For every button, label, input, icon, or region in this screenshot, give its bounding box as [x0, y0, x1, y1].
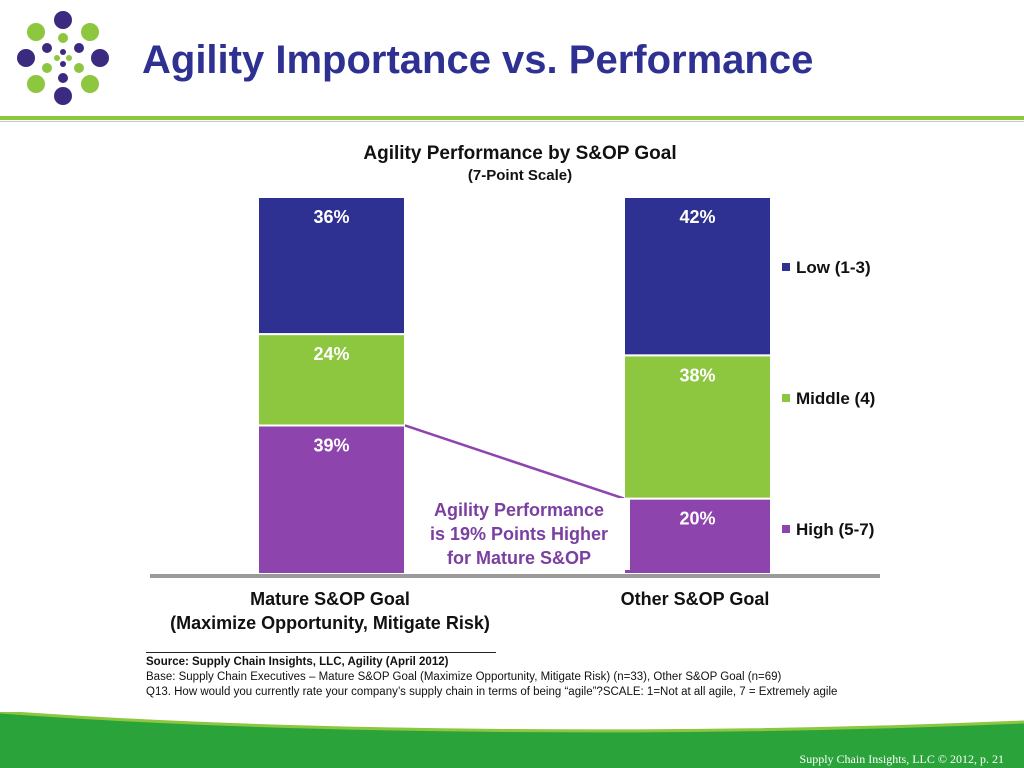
data-label: 42% [679, 207, 715, 227]
legend-label: High (5-7) [796, 520, 875, 539]
question-line: Q13. How would you currently rate your c… [146, 686, 838, 698]
legend-item-low: Low (1-3) [782, 258, 871, 278]
category-label-line: (Maximize Opportunity, Mitigate Risk) [170, 613, 490, 633]
title-divider [0, 116, 1024, 120]
chart-annotation: Agility Performance is 19% Points Higher… [408, 498, 630, 570]
data-label: 20% [679, 509, 715, 529]
title-divider-shadow [0, 121, 1024, 122]
chart-title: Agility Performance by S&OP Goal [363, 143, 677, 164]
footer-text: Supply Chain Insights, LLC © 2012, p. 21 [799, 752, 1004, 766]
source-line: Source: Supply Chain Insights, LLC, Agil… [146, 656, 449, 668]
category-label-mature: Mature S&OP Goal (Maximize Opportunity, … [130, 587, 530, 635]
data-label: 24% [313, 344, 349, 364]
source-divider [146, 652, 496, 653]
legend-label: Low (1-3) [796, 258, 871, 277]
data-label: 36% [313, 207, 349, 227]
data-label: 38% [679, 365, 715, 385]
annotation-line: for Mature S&OP [446, 548, 592, 568]
category-label-line: Other S&OP Goal [620, 589, 770, 609]
source-notes: Source: Supply Chain Insights, LLC, Agil… [146, 655, 837, 700]
legend-swatch-low [782, 262, 790, 271]
legend-item-high: High (5-7) [782, 520, 874, 540]
category-label-line: Mature S&OP Goal [250, 589, 410, 609]
legend-swatch-high [782, 524, 790, 533]
category-label-other: Other S&OP Goal [555, 587, 835, 611]
annotation-connector-line [404, 424, 625, 500]
bar-segment-low [257, 196, 406, 336]
data-label: 39% [313, 435, 349, 455]
annotation-line: Agility Performance [433, 500, 605, 520]
chart-subtitle: (7-Point Scale) [467, 167, 573, 184]
company-logo-icon [17, 11, 109, 105]
legend-label: Middle (4) [796, 389, 876, 408]
annotation-line: is 19% Points Higher [429, 524, 609, 544]
footer-band [0, 712, 1024, 768]
bar-segment-low [623, 196, 772, 357]
legend-item-middle: Middle (4) [782, 389, 875, 409]
bar-segment-middle [623, 354, 772, 500]
base-line: Base: Supply Chain Executives – Mature S… [146, 671, 782, 683]
page-title: Agility Importance vs. Performance [142, 38, 814, 82]
legend-swatch-middle [782, 393, 790, 402]
